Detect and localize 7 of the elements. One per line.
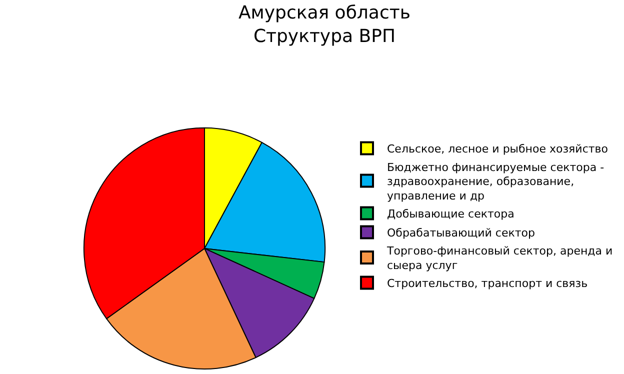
legend-label: Торгово-финансовый сектор, аренда и сыера услуг xyxy=(386,244,613,272)
chart-title: Амурская область Структура ВРП xyxy=(238,2,410,48)
legend-label: Строительство, транспорт и связь xyxy=(387,277,588,290)
legend-label: Добывающие сектора xyxy=(387,207,514,220)
legend-label: Сельское, лесное и рыбное хозяйство xyxy=(387,142,608,156)
legend-label: Обрабатывающий сектор xyxy=(387,226,536,240)
legend-label: Бюджетно финансируемые сектора - здравоохранение, образование, управление и др xyxy=(387,160,604,202)
